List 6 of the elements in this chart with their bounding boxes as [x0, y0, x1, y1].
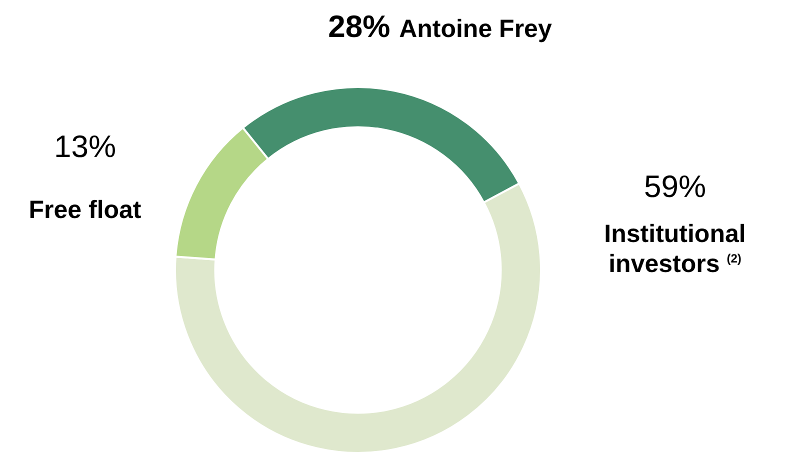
slice-label: Free float	[28, 196, 142, 224]
slice-label: Antoine Frey	[399, 15, 552, 43]
data-label: 13%	[54, 129, 116, 164]
data-label: 28%	[328, 9, 390, 44]
data-label: 59%	[644, 169, 706, 204]
slice-label: Institutional investors $^{(2)}$	[604, 220, 746, 278]
